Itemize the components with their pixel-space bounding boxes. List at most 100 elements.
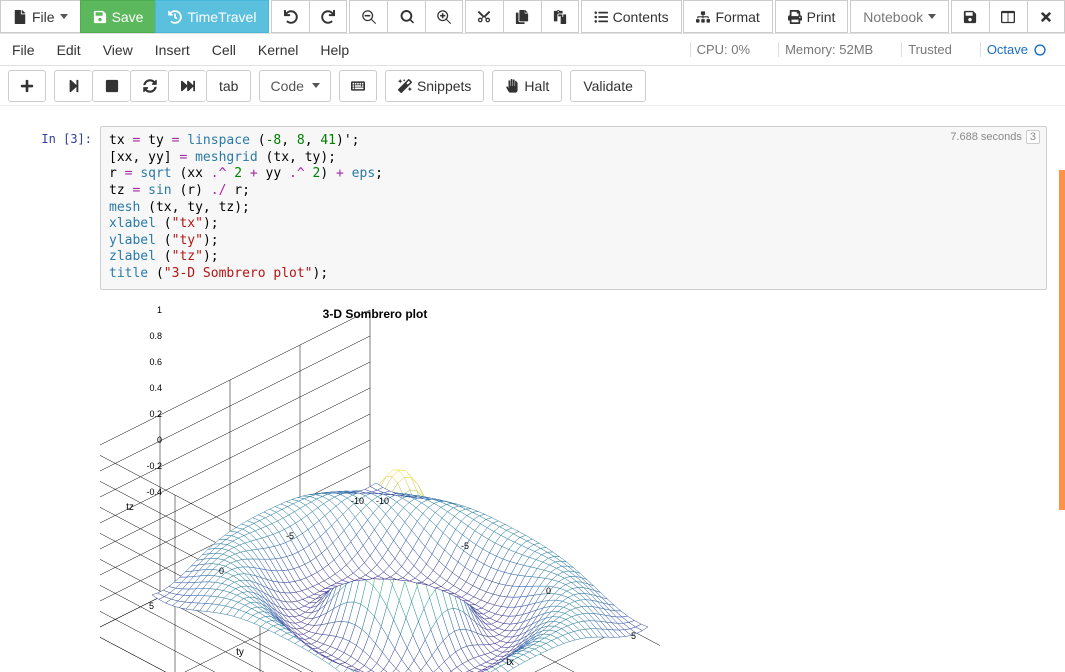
menu-view[interactable]: View [103,42,133,58]
kernel-idle-icon [1033,43,1047,57]
stop-icon [105,79,119,93]
run-cell-button[interactable] [54,70,92,102]
floppy-icon [963,10,977,24]
tab-button[interactable]: tab [206,70,251,102]
svg-text:-5: -5 [461,541,469,551]
contents-label: Contents [613,9,669,25]
svg-text:-10: -10 [376,496,389,506]
paste-icon [553,10,567,24]
file-icon [13,10,27,24]
notebook-area[interactable]: In [3]: tx = ty = linspace (-8, 8, 41)';… [0,108,1057,672]
caret-down-icon [928,14,936,19]
input-prompt: In [3]: [10,126,100,672]
print-label: Print [807,9,836,25]
print-icon [788,10,802,24]
svg-text:1: 1 [157,305,162,315]
cut-button[interactable] [465,0,503,33]
step-forward-icon [67,79,81,93]
kernel-indicator[interactable]: Octave [980,42,1053,57]
menu-kernel[interactable]: Kernel [258,42,298,58]
cpu-status: CPU: 0% [690,42,756,57]
refresh-icon [143,79,157,93]
caret-down-icon [60,14,68,19]
format-button[interactable]: Format [683,0,772,33]
close-button[interactable] [1027,0,1065,33]
menu-edit[interactable]: Edit [57,42,81,58]
fast-forward-icon [181,79,195,93]
copy-icon [515,10,529,24]
zoom-out-icon [362,10,376,24]
history-icon [168,10,182,24]
trusted-status[interactable]: Trusted [901,42,958,57]
paste-button[interactable] [541,0,579,33]
redo-icon [321,10,335,24]
svg-text:5: 5 [631,631,636,641]
sitemap-icon [696,10,710,24]
plus-icon [20,79,34,93]
code-cell[interactable]: In [3]: tx = ty = linspace (-8, 8, 41)';… [10,126,1047,672]
menu-file[interactable]: File [12,42,35,58]
save-file-button[interactable] [951,0,989,33]
svg-text:tz: tz [126,502,134,513]
top-toolbar: File Save TimeTravel Contents Format [0,0,1065,34]
zoom-in-icon [437,10,451,24]
run-all-button[interactable] [168,70,206,102]
undo-icon [284,10,298,24]
validate-label: Validate [583,78,633,94]
menu-insert[interactable]: Insert [155,42,190,58]
snippets-button[interactable]: Snippets [385,70,484,102]
svg-text:tx: tx [506,657,514,668]
stop-button[interactable] [92,70,130,102]
file-dropdown-label: File [32,9,55,25]
search-icon [400,10,414,24]
cut-icon [477,10,491,24]
insert-cell-button[interactable] [8,70,46,102]
notebook-label: Notebook [863,9,923,25]
undo-button[interactable] [271,0,309,33]
menu-help[interactable]: Help [320,42,349,58]
timetravel-button[interactable]: TimeTravel [155,0,269,33]
zoom-out-button[interactable] [349,0,387,33]
halt-button[interactable]: Halt [492,70,562,102]
keyboard-button[interactable] [339,70,377,102]
svg-text:5: 5 [149,601,154,611]
hand-icon [505,79,519,93]
svg-text:0.4: 0.4 [149,383,162,393]
redo-button[interactable] [309,0,347,33]
svg-text:0.8: 0.8 [149,331,162,341]
timetravel-button-label: TimeTravel [187,9,256,25]
magic-icon [398,79,412,93]
validate-button[interactable]: Validate [570,70,646,102]
restart-button[interactable] [130,70,168,102]
caret-down-icon [312,83,320,88]
zoom-in-button[interactable] [425,0,463,33]
scroll-indicator [1059,170,1065,510]
execution-timing: 7.688 seconds3 [950,130,1040,144]
cell-type-label: Code [270,78,303,94]
svg-text:0: 0 [219,566,224,576]
split-view-button[interactable] [989,0,1027,33]
code-editor[interactable]: tx = ty = linspace (-8, 8, 41)'; [xx, yy… [100,126,1047,290]
snippets-label: Snippets [417,78,471,94]
keyboard-icon [351,79,365,93]
contents-button[interactable]: Contents [581,0,682,33]
save-button[interactable]: Save [80,0,156,33]
svg-text:-0.4: -0.4 [146,487,162,497]
menu-cell[interactable]: Cell [212,42,236,58]
svg-text:ty: ty [236,647,244,658]
svg-text:3-D Sombrero plot: 3-D Sombrero plot [323,307,428,321]
print-button[interactable]: Print [775,0,849,33]
svg-text:-5: -5 [286,531,294,541]
kernel-name: Octave [987,42,1028,57]
output-area: -0.4-0.200.20.40.60.81-10-50510-10-50510… [100,290,1047,672]
file-dropdown[interactable]: File [0,0,80,33]
list-icon [594,10,608,24]
notebook-dropdown[interactable]: Notebook [850,0,949,33]
save-icon [93,10,107,24]
zoom-reset-button[interactable] [387,0,425,33]
cell-type-dropdown[interactable]: Code [259,70,330,102]
svg-text:0.6: 0.6 [149,357,162,367]
copy-button[interactable] [503,0,541,33]
svg-text:0: 0 [157,435,162,445]
svg-text:-10: -10 [351,496,364,506]
